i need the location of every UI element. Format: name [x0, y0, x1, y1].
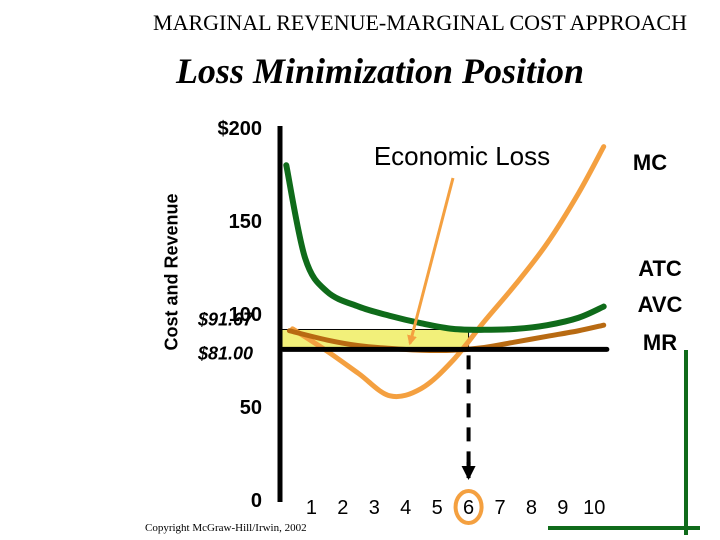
mc-label: MC — [633, 150, 667, 175]
y-tick-label: 0 — [251, 490, 262, 512]
y-tick-label: $200 — [218, 118, 263, 140]
x-tick-label: 5 — [432, 497, 443, 519]
y-tick-label: 150 — [229, 211, 262, 233]
x-tick-label: 7 — [494, 497, 505, 519]
x-tick-label: 2 — [337, 497, 348, 519]
avc-label: AVC — [638, 292, 683, 317]
y-tick-label: 50 — [240, 397, 262, 419]
price-label: $81.00 — [197, 343, 253, 363]
x-tick-label: 10 — [583, 497, 605, 519]
copyright-text: Copyright McGraw-Hill/Irwin, 2002 — [145, 522, 307, 534]
mr-label: MR — [643, 330, 677, 355]
atc-curve — [283, 162, 607, 333]
chart-title: Loss Minimization Position — [175, 51, 585, 91]
x-tick-label: 6 — [463, 497, 474, 519]
x-tick-label: 3 — [369, 497, 380, 519]
x-tick-label: 9 — [557, 497, 568, 519]
price-label: $91.67 — [197, 309, 254, 329]
quantity-highlight-circle — [453, 489, 484, 525]
x-tick-label: 8 — [526, 497, 537, 519]
x-tick-label: 4 — [400, 497, 411, 519]
atc-label: ATC — [638, 256, 682, 281]
chart-supertitle: MARGINAL REVENUE-MARGINAL COST APPROACH — [153, 10, 687, 35]
y-tick-label: 100 — [229, 304, 262, 326]
mc-curve — [290, 144, 607, 400]
economic-loss-arrow — [407, 177, 455, 346]
economic-loss-label: Economic Loss — [374, 141, 550, 171]
x-tick-label: 1 — [306, 497, 317, 519]
